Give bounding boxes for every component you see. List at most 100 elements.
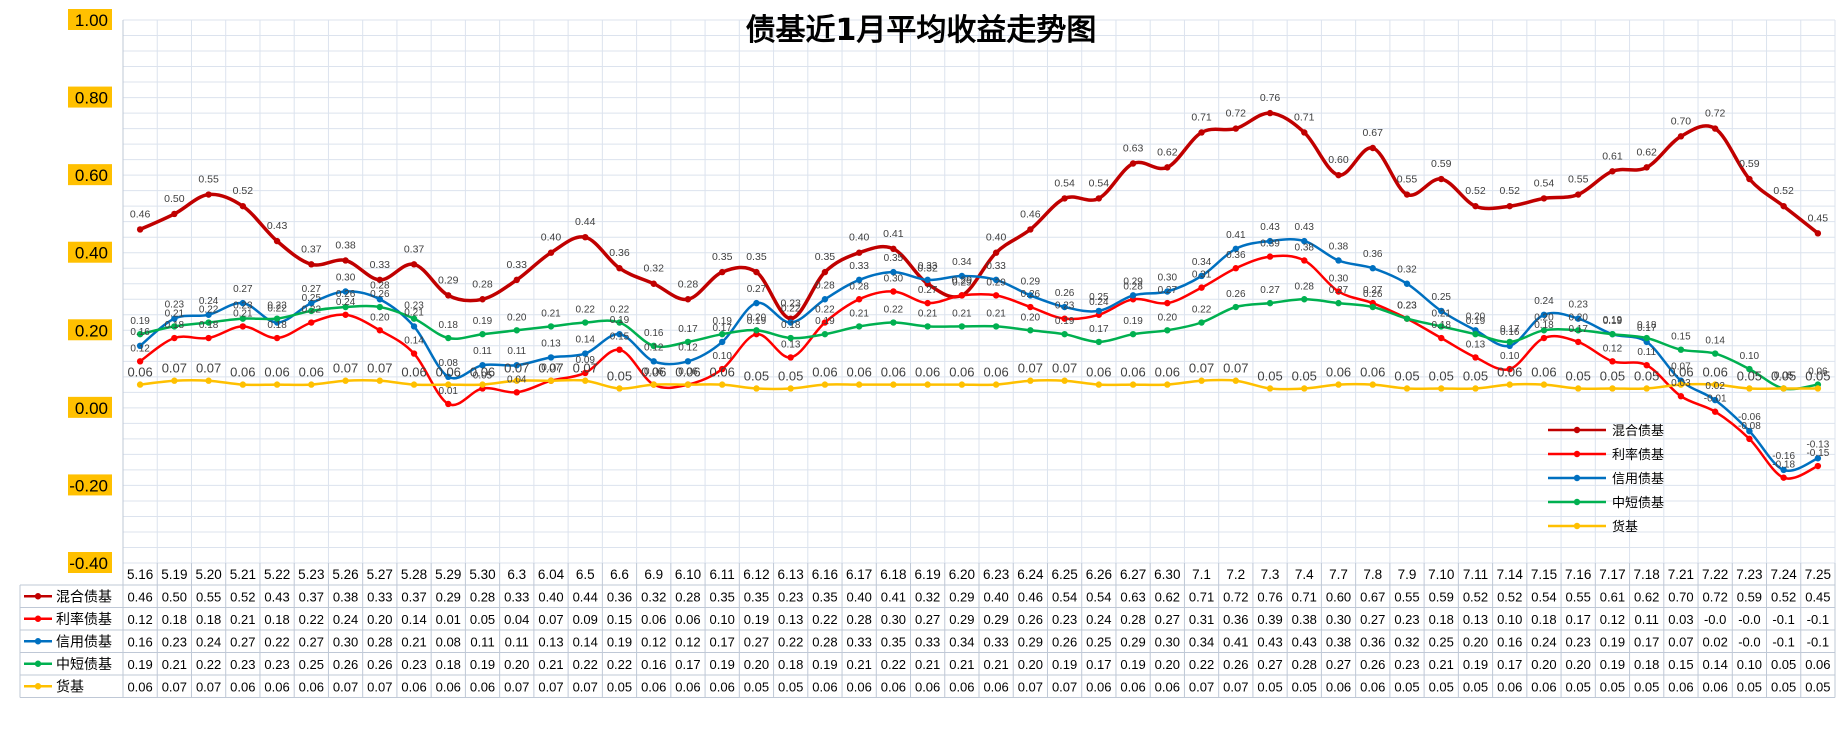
data-point [890, 268, 897, 276]
data-label: 0.03 [1671, 378, 1691, 389]
data-label: 0.54 [1089, 177, 1110, 189]
data-point [1335, 381, 1342, 388]
table-cell: 0.07 [504, 679, 529, 694]
table-cell: 0.25 [299, 657, 324, 672]
table-cell: 0.40 [983, 589, 1008, 604]
data-point [479, 330, 486, 338]
table-cell: -0.0 [1738, 612, 1760, 627]
table-cell: -0.0 [1738, 634, 1760, 649]
table-cell: 0.23 [1052, 612, 1077, 627]
data-label: 0.40 [849, 232, 870, 244]
table-cell: 0.32 [1394, 634, 1419, 649]
table-cell: 0.17 [1566, 612, 1591, 627]
data-point [582, 319, 589, 326]
table-cell: 0.23 [401, 657, 426, 672]
table-cell: 0.39 [1257, 612, 1282, 627]
data-label: 0.35 [815, 251, 836, 263]
data-label: 0.23 [780, 298, 801, 310]
y-tick-highlight [68, 474, 112, 496]
data-labels: 0.46 0.50 0.55 0.52 0.43 0.37 0.38 0.33 0.37 0.29… [127, 92, 1830, 471]
data-point [1301, 237, 1308, 245]
data-label: 0.05 [1292, 368, 1317, 383]
data-label: 0.06 [675, 365, 700, 380]
data-label: 0.07 [573, 361, 598, 376]
data-label: 0.27 [918, 285, 938, 296]
data-point [513, 389, 520, 396]
data-label: 0.19 [1603, 315, 1623, 326]
category-label: 7.3 [1261, 567, 1280, 582]
data-label: 0.16 [130, 327, 150, 338]
data-label: 0.40 [986, 232, 1007, 244]
table-cell: 0.22 [573, 657, 598, 672]
data-point [342, 257, 349, 264]
table-row-label: 信用债基 [56, 633, 112, 649]
data-point [684, 358, 692, 365]
category-label: 6.6 [610, 567, 629, 582]
table-cell: 0.25 [1429, 634, 1454, 649]
data-point [719, 365, 726, 373]
data-label: 0.13 [1466, 339, 1486, 350]
table-cell: 0.26 [1018, 612, 1043, 627]
table-legend-marker [34, 683, 42, 690]
table-cell: 0.38 [333, 589, 358, 604]
data-label: 0.22 [610, 305, 630, 316]
table-cell: 0.35 [881, 634, 906, 649]
table-cell: -0.1 [1807, 634, 1829, 649]
data-point [1643, 361, 1650, 369]
data-label: -0.13 [1806, 439, 1829, 450]
data-label: 0.05 [1774, 370, 1794, 381]
data-point [821, 319, 829, 326]
data-point [239, 315, 247, 322]
data-point [1369, 144, 1376, 152]
data-label: 0.28 [678, 278, 699, 290]
table-cell: 0.21 [538, 657, 563, 672]
table-cell: 0.27 [1257, 657, 1282, 672]
table-cell: 0.60 [1326, 589, 1351, 604]
table-cell: 0.17 [1497, 657, 1522, 672]
data-point [273, 334, 281, 342]
data-point [1711, 350, 1719, 357]
data-label: 0.07 [1223, 361, 1248, 376]
data-point [1472, 202, 1479, 210]
data-point [1780, 474, 1787, 481]
data-label: -0.16 [1772, 451, 1795, 462]
data-point [342, 303, 349, 311]
legend-label: 利率债基 [1612, 447, 1664, 462]
data-point [239, 202, 247, 210]
data-point [719, 338, 726, 346]
category-label: 5.22 [264, 567, 290, 582]
data-label: 0.38 [335, 239, 356, 251]
data-label: 0.72 [1705, 108, 1726, 120]
data-label: 0.13 [541, 338, 561, 349]
table-cell: 0.59 [1429, 589, 1454, 604]
table-cell: 0.11 [470, 634, 494, 649]
table-cell: 0.07 [1223, 679, 1248, 694]
data-label: 0.23 [267, 301, 287, 312]
data-point [1369, 265, 1376, 272]
category-label: 7.1 [1192, 567, 1211, 582]
table-cell: 0.06 [1805, 657, 1830, 672]
data-point [821, 296, 829, 303]
data-label: 0.06 [1668, 365, 1693, 380]
table-cell: 0.05 [1257, 679, 1282, 694]
table-cell: 0.23 [1394, 657, 1419, 672]
table-cell: 0.06 [1086, 679, 1111, 694]
data-label: 0.09 [576, 355, 596, 366]
category-label: 7.11 [1463, 567, 1488, 582]
data-label: 0.21 [541, 308, 561, 319]
data-label: 0.52 [1500, 185, 1521, 197]
data-label: 0.11 [473, 346, 492, 357]
data-label: 0.30 [1158, 273, 1178, 284]
data-label: 0.18 [1432, 320, 1452, 331]
data-point [273, 315, 281, 322]
data-label: 0.52 [1773, 185, 1794, 197]
category-label: 7.7 [1329, 567, 1348, 582]
table-cell: 0.12 [1600, 612, 1625, 627]
data-point [376, 327, 383, 334]
table-cell: 0.41 [1223, 634, 1248, 649]
data-label: 0.12 [130, 343, 150, 354]
table-cell: 0.18 [162, 612, 187, 627]
data-label: 0.11 [507, 346, 526, 357]
data-point [376, 276, 383, 284]
